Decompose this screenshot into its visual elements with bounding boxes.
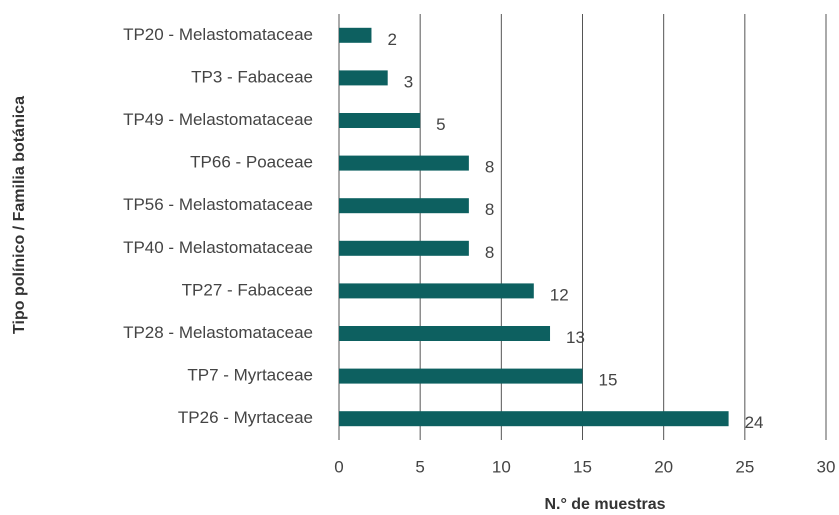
value-label: 8 bbox=[485, 243, 494, 262]
y-tick-label: TP26 - Myrtaceae bbox=[178, 408, 313, 427]
y-tick-label: TP40 - Melastomataceae bbox=[123, 238, 313, 257]
value-label: 15 bbox=[599, 371, 618, 390]
y-tick-label: TP27 - Fabaceae bbox=[182, 280, 313, 299]
x-tick-label: 20 bbox=[654, 457, 673, 476]
x-axis-title: N.° de muestras bbox=[544, 496, 665, 513]
bar bbox=[339, 70, 388, 86]
bar bbox=[339, 368, 583, 384]
y-tick-label: TP66 - Poaceae bbox=[190, 153, 313, 172]
x-tick-label: 15 bbox=[573, 457, 592, 476]
value-label: 24 bbox=[745, 413, 764, 432]
y-tick-label: TP3 - Fabaceae bbox=[191, 67, 313, 86]
value-label: 8 bbox=[485, 158, 494, 177]
x-tick-label: 10 bbox=[492, 457, 511, 476]
value-label: 12 bbox=[550, 285, 569, 304]
bar bbox=[339, 283, 534, 299]
x-tick-label: 0 bbox=[334, 457, 343, 476]
value-label: 2 bbox=[387, 30, 396, 49]
bar bbox=[339, 27, 372, 43]
x-tick-label: 30 bbox=[817, 457, 836, 476]
bar bbox=[339, 326, 551, 341]
bar bbox=[339, 411, 729, 427]
bar bbox=[339, 155, 469, 171]
value-label: 3 bbox=[404, 72, 413, 91]
value-label: 8 bbox=[485, 200, 494, 219]
bar bbox=[339, 113, 421, 128]
bar bbox=[339, 240, 469, 256]
y-axis-title: Tipo polínico / Familia botánica bbox=[11, 96, 28, 334]
x-tick-label: 25 bbox=[735, 457, 754, 476]
y-tick-label: TP49 - Melastomataceae bbox=[123, 110, 313, 129]
value-label: 5 bbox=[436, 115, 445, 134]
y-tick-label: TP20 - Melastomataceae bbox=[123, 25, 313, 44]
y-tick-label: TP28 - Melastomataceae bbox=[123, 323, 313, 342]
y-tick-label: TP7 - Myrtaceae bbox=[187, 366, 313, 385]
bar bbox=[339, 198, 469, 214]
y-tick-label: TP56 - Melastomataceae bbox=[123, 195, 313, 214]
x-tick-label: 5 bbox=[415, 457, 424, 476]
value-label: 13 bbox=[566, 328, 585, 347]
